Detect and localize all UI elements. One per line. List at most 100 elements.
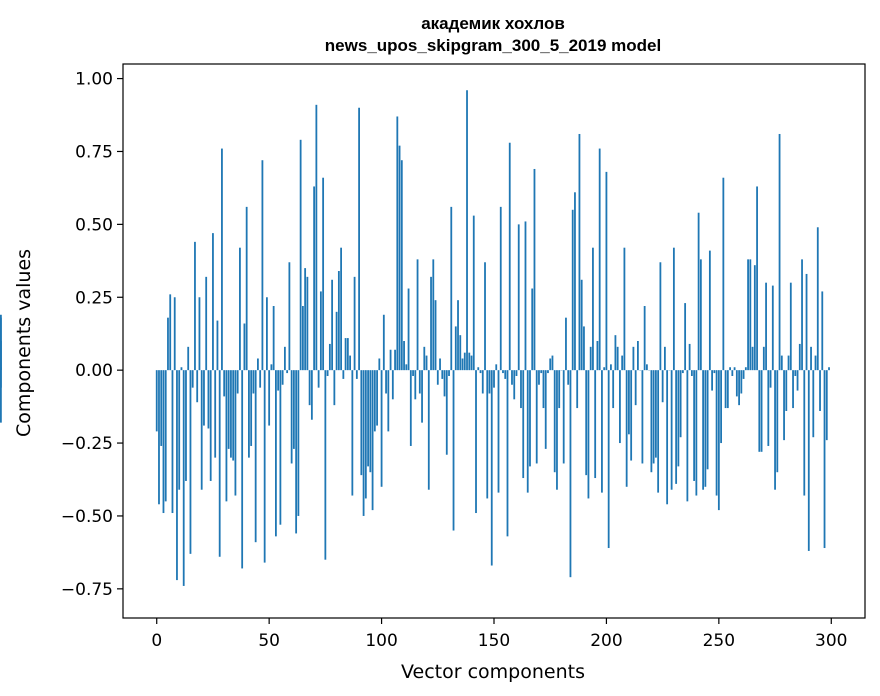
y-axis-label: Components values <box>13 249 35 437</box>
bar-157 <box>508 142 511 371</box>
bar-223 <box>657 370 660 493</box>
plot-frame <box>122 63 866 619</box>
bar-76 <box>326 370 329 376</box>
bar-25 <box>212 233 214 371</box>
bar-33 <box>230 370 232 458</box>
bar-285 <box>796 370 799 391</box>
bar-7 <box>171 370 174 514</box>
bar-264 <box>749 259 752 371</box>
bar-8 <box>173 297 176 371</box>
bar-42 <box>250 370 253 446</box>
bar-188 <box>578 133 581 371</box>
bar-273 <box>769 370 772 388</box>
x-tick-label: 200 <box>590 631 622 651</box>
bar-37 <box>239 247 241 371</box>
bar-213 <box>634 370 637 406</box>
bar-110 <box>403 341 405 371</box>
bar-181 <box>562 370 565 464</box>
bar-14 <box>187 346 190 371</box>
bar-85 <box>346 338 349 371</box>
bar-247 <box>711 370 713 391</box>
bar-259 <box>738 370 740 406</box>
bar-114 <box>412 370 414 376</box>
bar-10 <box>178 370 181 490</box>
bar-3 <box>162 370 165 514</box>
bar-100 <box>380 370 383 487</box>
bar-137 <box>463 352 466 371</box>
bar-190 <box>583 326 585 371</box>
bar-90 <box>358 107 360 371</box>
bar-281 <box>787 355 790 371</box>
bar-282 <box>789 282 792 371</box>
bar-71 <box>315 104 318 371</box>
bar-293 <box>814 355 817 371</box>
bar-210 <box>628 370 630 435</box>
x-tick-label: 150 <box>478 631 510 651</box>
bar-116 <box>416 259 419 371</box>
bar-81 <box>337 271 340 371</box>
bar-50 <box>268 370 271 426</box>
bar-140 <box>470 355 473 371</box>
bar-201 <box>607 370 610 549</box>
bar-196 <box>596 341 599 371</box>
bar-287 <box>801 259 803 371</box>
bar-96 <box>371 370 374 511</box>
bar-242 <box>699 259 702 371</box>
x-axis-ticks: 0 50 100 150 200 250 300 <box>151 618 847 651</box>
bar-84 <box>344 338 347 371</box>
bar-220 <box>650 370 653 473</box>
bar-31 <box>225 370 228 502</box>
bar-72 <box>317 370 320 388</box>
y-tick-label: 0.75 <box>75 142 113 162</box>
bar-83 <box>342 370 345 379</box>
bar-191 <box>585 370 588 476</box>
bar-161 <box>517 224 520 371</box>
bar-79 <box>333 370 336 406</box>
bar-152 <box>497 370 500 493</box>
bar-107 <box>396 116 399 371</box>
bar-73 <box>319 291 322 371</box>
bar-275 <box>774 370 776 490</box>
bar-216 <box>641 370 644 464</box>
bar-106 <box>394 349 396 371</box>
bar-45 <box>257 358 259 371</box>
y-tick-label: 0.50 <box>75 215 113 235</box>
bar-295 <box>819 370 821 411</box>
bar-77 <box>328 343 331 371</box>
bar-286 <box>798 343 801 371</box>
bar-26 <box>214 370 217 458</box>
bar-240 <box>695 370 698 496</box>
bar-263 <box>747 259 749 371</box>
bar-248 <box>713 370 716 374</box>
bar-130 <box>448 370 450 376</box>
bar-30 <box>223 370 226 397</box>
chart-title-line1: академик хохлов <box>421 14 565 33</box>
bar-148 <box>488 370 491 394</box>
bar-28 <box>218 370 221 557</box>
bar-211 <box>630 370 633 461</box>
bar-11 <box>180 367 183 371</box>
x-tick-label: 250 <box>703 631 735 651</box>
bar-109 <box>400 160 403 371</box>
bar-75 <box>324 370 327 560</box>
bar-177 <box>553 370 556 473</box>
bar-296 <box>821 291 824 371</box>
bar-241 <box>697 212 700 371</box>
bar-103 <box>387 370 390 432</box>
bar-86 <box>349 355 351 371</box>
bar-272 <box>767 370 770 446</box>
y-tick-label: −0.75 <box>61 580 113 600</box>
bar-232 <box>677 370 680 467</box>
bar-52 <box>272 306 275 371</box>
bar-252 <box>722 177 725 371</box>
bar-44 <box>254 370 257 543</box>
bar-195 <box>594 370 597 479</box>
bar-117 <box>418 370 421 394</box>
bar-36 <box>236 370 239 394</box>
bar-143 <box>477 367 480 371</box>
bar-74 <box>322 177 325 371</box>
bar-267 <box>756 186 758 371</box>
bar-99 <box>378 358 381 371</box>
bar-60 <box>290 370 293 464</box>
